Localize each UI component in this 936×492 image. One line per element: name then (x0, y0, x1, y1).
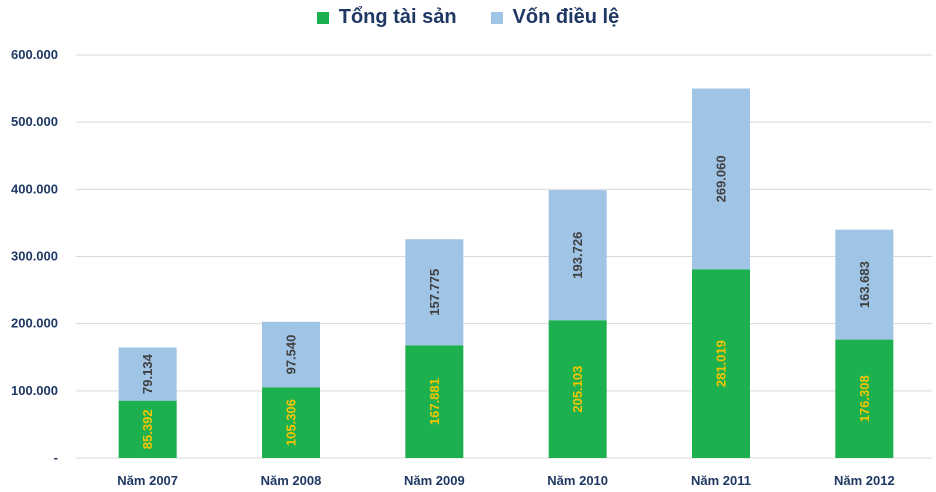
legend-swatch-tong-tai-san (316, 11, 329, 24)
y-tick-label: 500.000 (11, 114, 58, 129)
x-tick-label: Năm 2009 (404, 473, 465, 488)
x-tick-label: Năm 2008 (261, 473, 322, 488)
bar-von-dieu-le (835, 229, 894, 340)
data-label-tong-tai-san: 85.392 (140, 409, 155, 449)
data-label-von-dieu-le: 193.726 (570, 232, 585, 279)
bar-von-dieu-le (405, 239, 464, 346)
bar-tong-tai-san (405, 345, 464, 458)
legend-label-tong-tai-san: Tổng tài sản (338, 6, 457, 28)
data-label-von-dieu-le: 97.540 (284, 335, 299, 375)
data-label-tong-tai-san: 176.308 (857, 375, 872, 422)
x-tick-label: Năm 2011 (691, 473, 751, 488)
data-label-tong-tai-san: 105.306 (284, 399, 299, 446)
data-label-tong-tai-san: 205.103 (570, 366, 585, 413)
y-tick-label: 600.000 (11, 47, 58, 62)
legend-label-von-dieu-le: Vốn điều lệ (512, 6, 620, 28)
bar-tong-tai-san (118, 400, 177, 458)
data-label-tong-tai-san: 167.881 (427, 378, 442, 425)
legend-item-von-dieu-le: Vốn điều lệ (490, 6, 620, 29)
y-tick-label: 400.000 (11, 181, 58, 196)
bar-tong-tai-san (835, 339, 894, 458)
data-label-von-dieu-le: 269.060 (714, 155, 729, 202)
chart-legend: Tổng tài sản Vốn điều lệ (0, 6, 936, 29)
bar-tong-tai-san (692, 269, 750, 458)
x-tick-label: Năm 2012 (834, 473, 895, 488)
data-label-von-dieu-le: 157.775 (427, 269, 442, 316)
x-tick-label: Năm 2007 (117, 473, 178, 488)
bar-von-dieu-le (262, 321, 320, 388)
y-tick-label: 100.000 (11, 383, 58, 398)
y-tick-label: - (54, 450, 58, 465)
x-tick-label: Năm 2010 (547, 473, 608, 488)
data-label-von-dieu-le: 79.134 (140, 353, 155, 394)
bar-tong-tai-san (548, 320, 607, 458)
bar-von-dieu-le (118, 347, 177, 401)
bar-tong-tai-san (262, 387, 320, 458)
legend-swatch-von-dieu-le (490, 11, 503, 24)
y-tick-label: 200.000 (11, 316, 58, 331)
bar-von-dieu-le (692, 88, 750, 270)
bar-von-dieu-le (548, 190, 607, 321)
data-label-von-dieu-le: 163.683 (857, 261, 872, 308)
y-tick-label: 300.000 (11, 249, 58, 264)
legend-item-tong-tai-san: Tổng tài sản (316, 6, 457, 29)
data-label-tong-tai-san: 281.019 (714, 340, 729, 387)
